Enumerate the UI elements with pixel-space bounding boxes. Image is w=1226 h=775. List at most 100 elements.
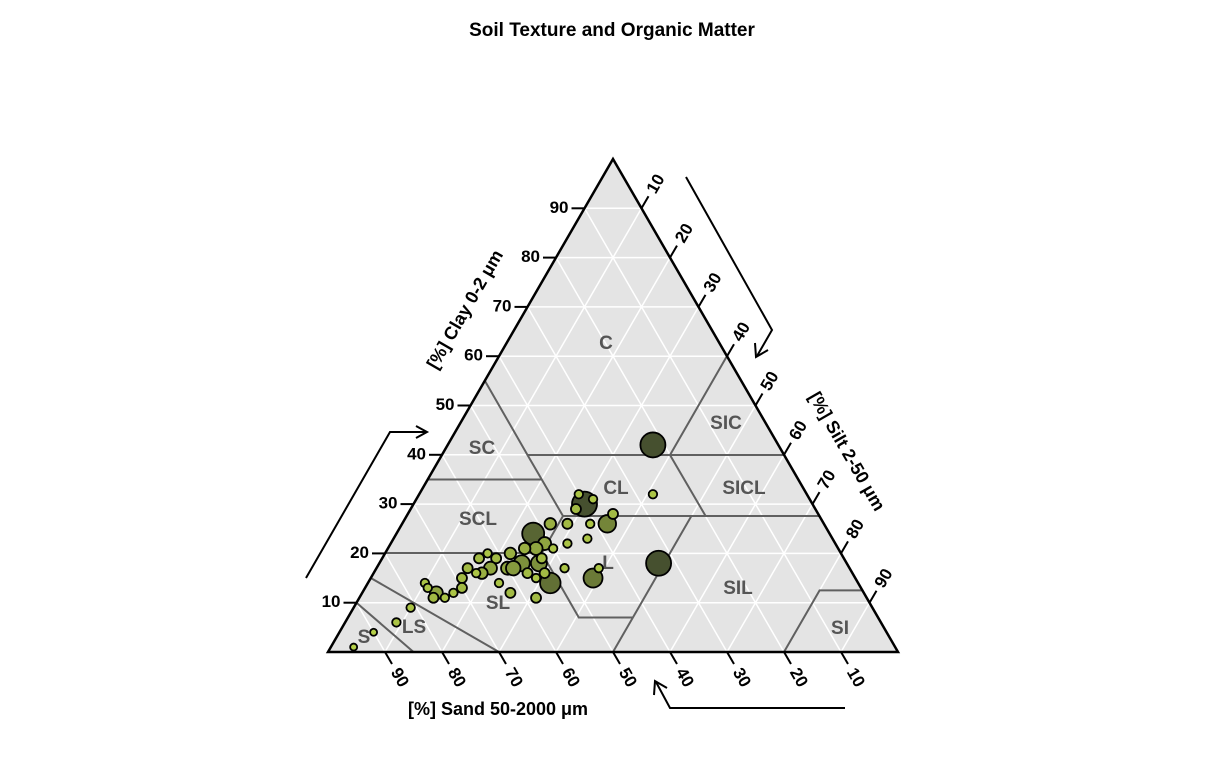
arrow (305, 431, 426, 579)
data-point (530, 572, 542, 584)
boundary (783, 589, 863, 653)
tick-mark (783, 651, 792, 665)
class-label: SC (469, 438, 496, 459)
tick-mark (868, 590, 878, 604)
clay-tick-label: 50 (436, 395, 455, 414)
data-point (473, 552, 485, 565)
arrow (655, 681, 845, 709)
tick-mark (726, 651, 735, 665)
tick-mark (840, 540, 849, 554)
sand-axis-title: [%] Sand 50-2000 μm (408, 699, 588, 719)
grid-line (726, 503, 814, 653)
clay-tick-label: 40 (407, 444, 426, 463)
data-point (593, 563, 604, 574)
grid-line (583, 207, 842, 653)
boundary (370, 577, 500, 653)
data-point (535, 552, 548, 565)
tick-mark (783, 442, 792, 456)
data-point (427, 591, 440, 604)
data-point (582, 533, 593, 544)
chart-title: Soil Texture and Organic Matter (469, 20, 755, 41)
data-point (570, 503, 582, 515)
tick-mark (754, 392, 764, 407)
class-label: SICL (722, 478, 766, 499)
data-point (493, 577, 505, 589)
class-label: SI (831, 618, 849, 639)
tick-mark (697, 294, 707, 308)
boundary (669, 454, 707, 517)
class-labels: C SIC SC CL SICL SCL L SIL SL LS S SI (358, 333, 849, 648)
boundary (484, 380, 633, 619)
class-label: L (602, 553, 614, 574)
clay-tick-label: 70 (493, 296, 512, 315)
tick-mark (384, 651, 393, 665)
tick-mark (726, 343, 735, 357)
class-label: SCL (459, 509, 497, 530)
data-point (391, 617, 402, 628)
silt-tick-label: 90 (871, 565, 897, 591)
data-point (504, 586, 517, 599)
arrow-head (653, 679, 668, 696)
arrow (685, 176, 774, 357)
tick-mark (669, 651, 678, 665)
data-point (448, 587, 459, 598)
boundary (612, 515, 693, 653)
sand-tick-label: 30 (729, 665, 755, 691)
data-point (405, 602, 416, 613)
data-point (573, 489, 584, 500)
data-point (482, 548, 493, 559)
clay-tick-label: 30 (379, 494, 398, 513)
silt-tick-label: 60 (785, 417, 811, 443)
data-point (561, 517, 574, 530)
arrow-head (415, 425, 430, 439)
sand-tick-label: 80 (444, 665, 470, 691)
data-point (645, 549, 672, 577)
silt-tick-label: 80 (842, 516, 868, 542)
data-point (562, 538, 573, 549)
class-label: LS (402, 617, 426, 638)
data-point (538, 567, 551, 580)
data-point (456, 582, 468, 594)
data-point (639, 431, 667, 459)
clay-tick-label: 60 (464, 346, 483, 365)
data-point (530, 591, 542, 604)
data-point (349, 642, 359, 652)
data-point (422, 582, 433, 594)
silt-tick-label: 40 (728, 319, 754, 345)
sand-tick-label: 50 (615, 665, 641, 691)
data-point (456, 572, 468, 584)
sand-tick-label: 40 (672, 665, 698, 691)
data-point (503, 546, 518, 561)
data-point (518, 541, 532, 556)
grid-line (840, 602, 871, 653)
data-point (548, 543, 559, 554)
tick-mark (555, 651, 564, 665)
sand-tick-label: 60 (558, 665, 584, 691)
clay-tick-label: 80 (521, 247, 540, 266)
sand-tick-label: 70 (501, 665, 527, 691)
silt-tick-label: 50 (757, 368, 783, 394)
data-point (521, 567, 534, 580)
data-point (439, 592, 451, 603)
data-point (461, 562, 474, 575)
tick-mark (640, 195, 650, 209)
class-label: C (599, 333, 613, 354)
clay-tick-label: 20 (350, 543, 369, 562)
data-point (369, 627, 379, 637)
sand-tick-label: 20 (786, 665, 812, 691)
sand-tick-label: 10 (843, 665, 869, 691)
tick-mark (612, 651, 621, 665)
class-label: SL (486, 593, 511, 614)
data-point (543, 517, 557, 531)
data-point (490, 552, 503, 565)
class-label: SIC (710, 413, 742, 434)
tick-mark (498, 651, 507, 665)
data-point (582, 567, 604, 589)
silt-tick-label: 10 (643, 171, 669, 197)
points (349, 431, 672, 652)
silt-tick-label: 20 (671, 220, 697, 246)
tick-mark (840, 651, 849, 665)
tick-mark (811, 491, 821, 505)
tick-mark (669, 245, 678, 259)
